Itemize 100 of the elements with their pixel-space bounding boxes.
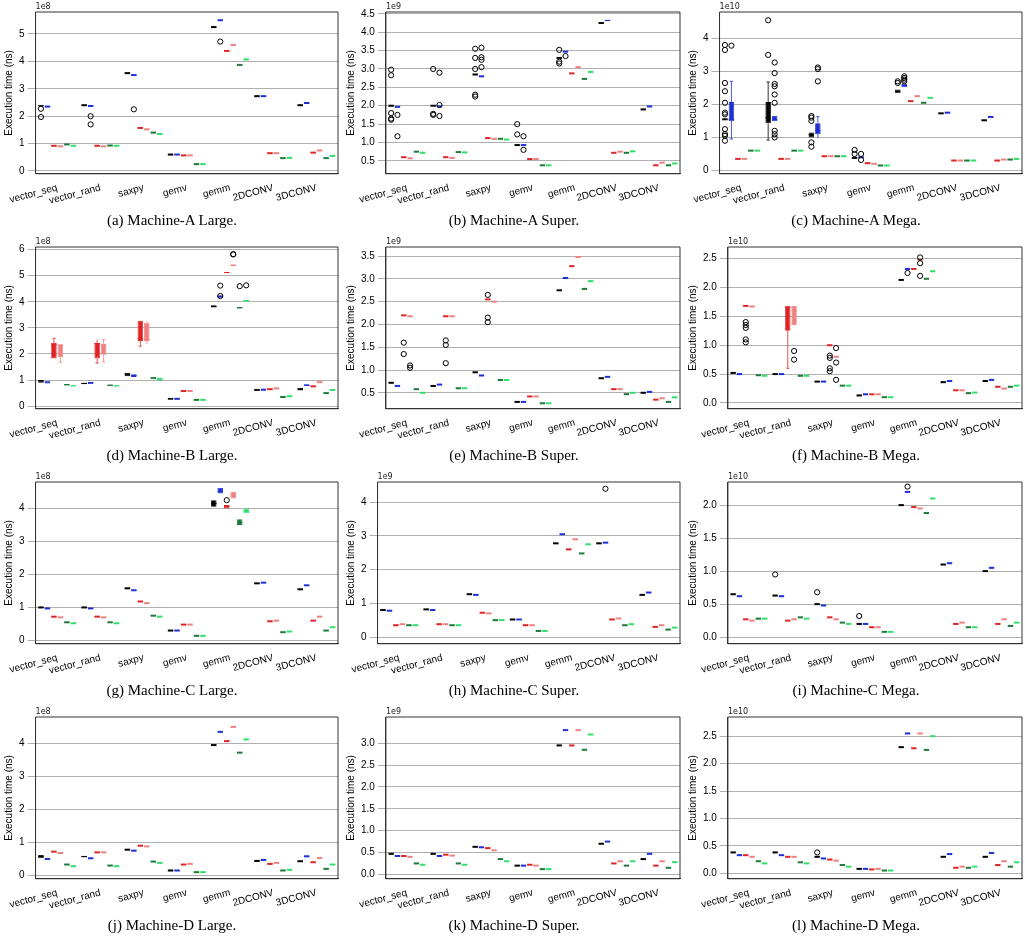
y-tick-label: 2.0 (703, 281, 718, 293)
y-tick-label: 2 (19, 803, 25, 815)
y-tick-label: 3.0 (361, 736, 376, 748)
y-tick-label: 2.5 (361, 758, 376, 770)
y-tick-label: 2 (19, 109, 25, 121)
y-tick-label: 4.0 (361, 25, 376, 37)
x-tick-label: gemv (849, 416, 877, 434)
x-tick-label: 3DCONV (959, 886, 1003, 908)
y-tick-label: 2.0 (361, 780, 376, 792)
x-tick-label: gemm (888, 886, 919, 905)
y-tick-label: 4 (19, 502, 25, 514)
y-tick-label: 6 (19, 243, 25, 255)
x-tick-label: gemv (503, 651, 531, 669)
text: (c) Machine-A Mega. (790, 211, 922, 230)
y-tick-label: 3 (361, 529, 367, 541)
x-tick-label: 3DCONV (274, 886, 318, 908)
x-tick-label: saxpy (806, 651, 835, 669)
y-tick-label: 0 (19, 164, 25, 176)
y-tick-label: 3 (19, 535, 25, 547)
y-tick-label: 2.5 (703, 252, 718, 264)
y-tick-label: 0 (19, 869, 25, 881)
text: 1e8 (35, 707, 51, 717)
x-tick-label: gemm (885, 181, 916, 200)
y-tick-label: 3.5 (361, 249, 376, 261)
y-tick-label: 1.0 (361, 136, 376, 148)
x-tick-label: gemm (201, 181, 232, 200)
x-tick-label: gemv (507, 181, 535, 199)
x-tick-label: saxpy (116, 886, 145, 904)
text: (k) Machine-D Super. (447, 916, 581, 935)
x-tick-label: 3DCONV (616, 651, 660, 673)
y-tick-label: 3 (703, 65, 709, 77)
y-tick-label: 0 (19, 399, 25, 411)
x-tick-label: 2DCONV (917, 651, 961, 673)
y-tick-label: 1.5 (361, 340, 376, 352)
text: (f) Machine-B Mega. (791, 446, 921, 465)
y-tick-label: 0.5 (361, 386, 376, 398)
y-tick-label: 3.0 (361, 272, 376, 284)
x-tick-label: saxpy (464, 416, 493, 434)
y-tick-label: 1.0 (703, 338, 718, 350)
y-tick-label: 0.5 (361, 154, 376, 166)
y-tick-label: 5 (19, 269, 25, 281)
text: (l) Machine-D Mega. (791, 916, 921, 935)
y-axis-title: Execution time (ns) (344, 50, 356, 136)
y-axis-title: Execution time (ns) (2, 755, 14, 841)
y-tick-label: 2.0 (361, 99, 376, 111)
x-tick-label: 2DCONV (917, 416, 961, 438)
x-tick-label: 3DCONV (959, 651, 1003, 673)
y-tick-label: 0.0 (361, 868, 376, 880)
y-tick-label: 2.5 (361, 81, 376, 93)
y-tick-label: 1.0 (361, 363, 376, 375)
y-axis-title: Execution time (ns) (686, 285, 698, 371)
y-tick-label: 1 (703, 131, 709, 143)
y-tick-label: 0.0 (703, 396, 718, 408)
y-axis-title: Execution time (ns) (686, 50, 698, 136)
y-tick-label: 1 (19, 836, 25, 848)
y-axis-title: Execution time (ns) (686, 520, 698, 606)
text: (a) Machine-A Large. (105, 211, 239, 230)
text: 1e8 (35, 237, 51, 247)
x-tick-label: gemv (507, 416, 535, 434)
y-tick-label: 1 (19, 373, 25, 385)
x-tick-label: gemm (888, 651, 919, 670)
x-tick-label: gemm (543, 651, 574, 670)
y-tick-label: 2.0 (703, 498, 718, 510)
y-tick-label: 0.0 (703, 630, 718, 642)
x-tick-label: 2DCONV (573, 651, 617, 673)
x-tick-label: 3DCONV (274, 651, 318, 673)
x-tick-label: saxpy (464, 886, 493, 904)
y-tick-label: 4 (19, 737, 25, 749)
x-tick-label: gemm (546, 416, 577, 435)
y-tick-label: 3 (19, 770, 25, 782)
y-tick-label: 3 (19, 82, 25, 94)
y-tick-label: 1.5 (361, 117, 376, 129)
text: 1e9 (385, 2, 402, 12)
x-tick-label: 2DCONV (231, 181, 275, 203)
y-tick-label: 2 (19, 347, 25, 359)
x-tick-label: 3DCONV (274, 181, 318, 203)
text: 1e9 (385, 237, 402, 247)
y-axis-title: Execution time (ns) (2, 50, 14, 136)
x-tick-label: saxpy (464, 181, 493, 199)
x-tick-label: 3DCONV (617, 416, 661, 438)
y-tick-label: 0 (703, 164, 709, 176)
text: 1e10 (727, 707, 749, 717)
y-axis-title: Execution time (ns) (344, 755, 356, 841)
y-tick-label: 4.5 (361, 7, 376, 19)
x-tick-label: gemv (161, 651, 189, 669)
y-axis-title: Execution time (ns) (344, 520, 356, 606)
x-tick-label: 2DCONV (575, 181, 619, 203)
x-tick-label: 2DCONV (231, 416, 275, 438)
text: (e) Machine-B Super. (448, 446, 580, 465)
y-tick-label: 2 (19, 568, 25, 580)
x-tick-label: 3DCONV (959, 416, 1003, 438)
y-tick-label: 1.5 (703, 531, 718, 543)
y-tick-label: 2 (361, 563, 367, 575)
text: 1e10 (719, 2, 740, 12)
y-axis-title: Execution time (ns) (686, 755, 698, 841)
x-tick-label: gemv (849, 886, 877, 904)
y-tick-label: 3.0 (361, 62, 376, 74)
text: 1e8 (35, 2, 51, 12)
y-axis-title: Execution time (ns) (344, 285, 356, 371)
x-tick-label: gemv (849, 651, 877, 669)
